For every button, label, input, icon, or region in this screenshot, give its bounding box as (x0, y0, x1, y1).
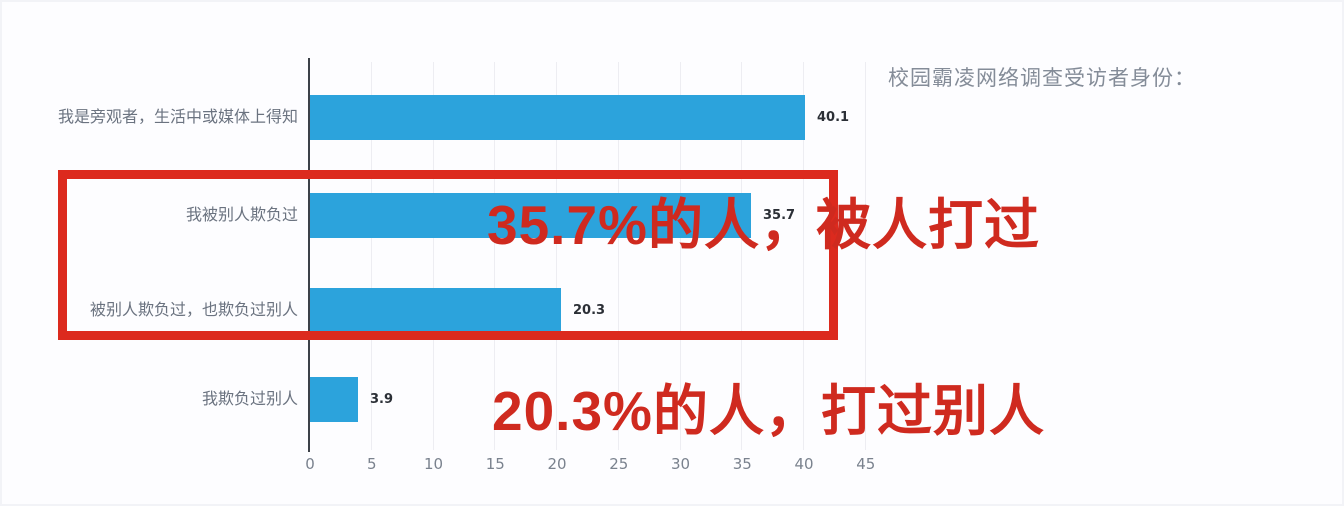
x-tick-label: 25 (609, 455, 629, 473)
category-label: 被别人欺负过，也欺负过别人 (89, 302, 298, 319)
y-axis-line (308, 58, 310, 452)
bar-2 (310, 288, 561, 333)
x-tick-label: 30 (670, 455, 691, 473)
x-tick-label: 15 (485, 455, 505, 473)
gridline (864, 62, 866, 450)
category-label: 我是旁观者，生活中或媒体上得知 (57, 109, 298, 126)
x-tick-label: 35 (732, 455, 752, 473)
bar-value-label: 20.3 (573, 303, 606, 318)
bar-0 (310, 95, 805, 140)
gridline (432, 62, 434, 450)
gridline (494, 62, 496, 450)
chart-title: 校园霸凌网络调查受访者身份： (888, 67, 1196, 90)
x-tick-label: 10 (423, 455, 444, 473)
bar-1 (310, 193, 751, 238)
bar-value-label: 3.9 (370, 392, 394, 407)
x-tick-label: 45 (856, 455, 876, 473)
x-tick-label: 20 (547, 455, 567, 473)
gridline (556, 62, 557, 450)
gridline (803, 62, 804, 450)
annotation-text-2: 20.3%的人，打过别人 (492, 380, 1045, 442)
gridline (617, 62, 619, 450)
gridline (679, 62, 681, 450)
x-tick-label: 0 (305, 455, 315, 473)
annotation-text-1: 35.7%的人，被人打过 (487, 194, 1040, 256)
x-tick-label: 5 (366, 455, 377, 473)
category-label: 我被别人欺负过 (185, 207, 298, 224)
bar-value-label: 35.7 (763, 208, 796, 223)
gridline (741, 62, 743, 450)
x-tick-label: 40 (794, 455, 814, 473)
bar-value-label: 40.1 (817, 110, 850, 125)
category-label: 我欺负过别人 (201, 391, 298, 408)
gridline (370, 62, 372, 450)
highlight-box (58, 170, 838, 340)
bar-3 (310, 377, 358, 422)
